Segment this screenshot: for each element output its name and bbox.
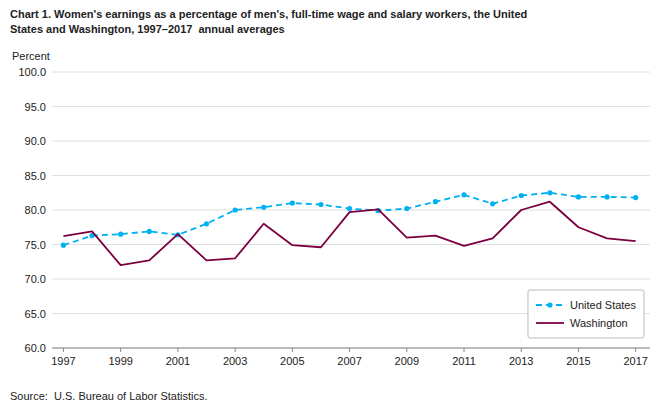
legend-box: [528, 290, 644, 338]
legend-label: Washington: [570, 317, 628, 329]
x-tick-label: 2011: [452, 355, 476, 367]
grid-line: [52, 141, 650, 142]
x-tick: [464, 348, 465, 352]
x-tick: [349, 348, 350, 352]
x-tick: [235, 348, 236, 352]
title: States and Washington, 1997–2017 annual …: [10, 23, 285, 35]
x-tick: [120, 348, 121, 352]
y-tick-label: 80.0: [25, 204, 46, 216]
y-axis-label: Percent: [12, 50, 50, 62]
grid: [52, 72, 650, 348]
y-tick-label: 90.0: [25, 135, 46, 147]
x-tick-label: 2001: [166, 355, 190, 367]
x-tick-label: 1997: [51, 355, 75, 367]
x-tick-label: 2013: [509, 355, 533, 367]
point: [576, 194, 581, 199]
y-tick-label: 65.0: [25, 308, 46, 320]
source: Source: U.S. Bureau of Labor Statistics.: [10, 390, 207, 402]
grid-line: [52, 72, 650, 73]
y-tick-label: 100.0: [18, 66, 46, 78]
point: [490, 201, 495, 206]
plot-area: [61, 190, 638, 265]
series-line: [63, 202, 635, 265]
x-tick-label: 2003: [223, 355, 247, 367]
point: [290, 201, 295, 206]
point: [233, 207, 238, 212]
point: [61, 243, 66, 248]
series-line: [63, 193, 635, 245]
point: [519, 193, 524, 198]
point: [433, 199, 438, 204]
x-tick: [578, 348, 579, 352]
point: [633, 195, 638, 200]
x-tick-label: 2007: [337, 355, 361, 367]
grid-line: [52, 348, 650, 349]
point: [204, 221, 209, 226]
point: [147, 229, 152, 234]
title: Chart 1. Women's earnings as a percentag…: [10, 8, 527, 20]
x-tick-label: 2009: [395, 355, 419, 367]
x-tick: [177, 348, 178, 352]
y-tick-label: 75.0: [25, 239, 46, 251]
y-tick-label: 60.0: [25, 342, 46, 354]
legend-label: United States: [570, 299, 637, 311]
y-tick-label: 70.0: [25, 273, 46, 285]
grid-line: [52, 244, 650, 245]
grid-line: [52, 175, 650, 176]
point: [547, 190, 552, 195]
y-tick-label: 85.0: [25, 170, 46, 182]
point: [118, 232, 123, 237]
x-tick: [292, 348, 293, 352]
x-tick-label: 2017: [623, 355, 647, 367]
chart: Chart 1. Women's earnings as a percentag…: [0, 0, 668, 408]
x-tick: [406, 348, 407, 352]
legend: United States Washington: [528, 290, 644, 338]
x-tick: [521, 348, 522, 352]
y-tick-label: 95.0: [25, 101, 46, 113]
point: [404, 206, 409, 211]
point: [604, 194, 609, 199]
point: [461, 192, 466, 197]
x-tick: [635, 348, 636, 352]
point: [318, 202, 323, 207]
x-axis-line: [52, 348, 650, 349]
point: [261, 205, 266, 210]
x-tick: [63, 348, 64, 352]
legend-swatch: [536, 322, 564, 324]
grid-line: [52, 279, 650, 280]
grid-line: [52, 106, 650, 107]
point: [347, 206, 352, 211]
x-tick-label: 2005: [280, 355, 304, 367]
x-tick-label: 1999: [108, 355, 132, 367]
x-tick-label: 2015: [566, 355, 590, 367]
legend-marker: [547, 302, 552, 307]
